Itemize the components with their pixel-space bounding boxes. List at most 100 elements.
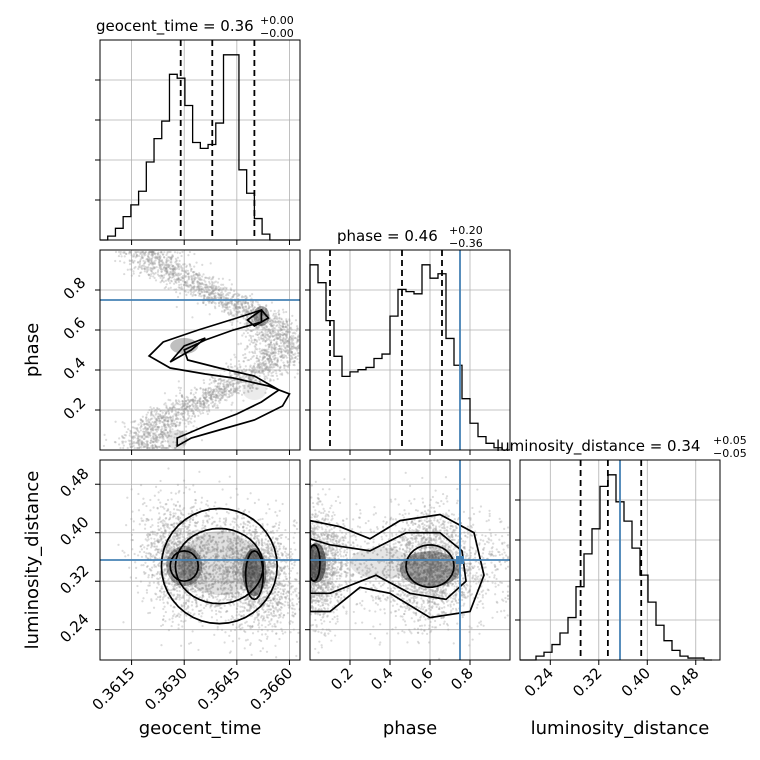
- sample-point: [192, 411, 195, 414]
- sample-point: [255, 339, 258, 342]
- sample-point: [276, 360, 279, 364]
- sample-point: [291, 336, 294, 339]
- sample-point: [203, 404, 206, 407]
- sample-point: [151, 421, 154, 424]
- sample-point: [227, 311, 230, 314]
- sample-point: [284, 325, 287, 328]
- sample-point: [138, 446, 141, 450]
- sample-point: [165, 257, 168, 260]
- sample-point: [200, 439, 204, 442]
- sample-point: [169, 510, 172, 514]
- sample-point: [192, 412, 195, 415]
- sample-point: [250, 309, 253, 312]
- sample-point: [144, 430, 147, 433]
- sample-point: [214, 294, 217, 297]
- sample-point: [147, 432, 150, 435]
- sample-point: [171, 416, 174, 419]
- sample-point: [187, 272, 190, 275]
- sample-point: [184, 281, 187, 284]
- sample-point: [290, 334, 293, 338]
- sample-point: [288, 330, 291, 333]
- sample-point: [208, 390, 211, 394]
- sample-point: [222, 287, 225, 291]
- sample-point: [139, 259, 142, 262]
- sample-point: [132, 254, 136, 257]
- sample-point: [154, 432, 157, 435]
- sample-point: [267, 371, 270, 374]
- sample-point: [162, 276, 166, 279]
- sample-point: [210, 398, 213, 401]
- sample-point: [289, 342, 292, 345]
- sample-point: [253, 371, 256, 374]
- sample-point: [278, 347, 281, 351]
- sample-point: [147, 273, 150, 276]
- sample-point: [242, 399, 245, 402]
- sample-point: [172, 268, 175, 271]
- sample-point: [124, 434, 128, 437]
- sample-point: [274, 312, 278, 315]
- sample-point: [232, 385, 235, 388]
- sample-point: [275, 317, 279, 321]
- sample-point: [166, 407, 169, 411]
- sample-point: [198, 397, 201, 400]
- sample-point: [190, 286, 193, 289]
- sample-point: [235, 305, 238, 308]
- sample-point: [205, 283, 208, 287]
- sample-point: [232, 382, 235, 385]
- sample-point: [231, 623, 235, 626]
- sample-point: [240, 296, 244, 299]
- sample-point: [167, 549, 170, 553]
- sample-point: [250, 318, 254, 321]
- sample-point: [156, 252, 159, 255]
- sample-point: [167, 446, 170, 450]
- sample-point: [140, 254, 144, 257]
- sample-point: [229, 363, 232, 366]
- sample-point: [131, 255, 135, 258]
- sample-point: [159, 428, 162, 431]
- sample-point: [221, 391, 224, 395]
- sample-point: [196, 406, 199, 409]
- sample-point: [204, 396, 207, 399]
- sample-point: [253, 362, 256, 365]
- sample-point: [195, 600, 198, 603]
- sample-point: [267, 353, 271, 356]
- sample-point: [178, 268, 181, 271]
- sample-point: [132, 444, 135, 447]
- sample-point: [272, 351, 276, 354]
- sample-point: [251, 350, 254, 354]
- sample-point: [297, 335, 300, 338]
- sample-point: [313, 338, 315, 340]
- sample-point: [291, 338, 295, 342]
- sample-point: [268, 356, 272, 359]
- sample-point: [287, 337, 290, 340]
- sample-point: [282, 326, 285, 329]
- sample-point: [257, 306, 260, 310]
- sample-point: [222, 295, 225, 298]
- sample-point: [149, 427, 152, 430]
- sample-point: [292, 360, 295, 363]
- sample-point: [178, 424, 181, 427]
- sample-point: [178, 577, 181, 580]
- sample-point: [280, 354, 284, 357]
- sample-point: [281, 356, 284, 360]
- sample-point: [245, 347, 248, 350]
- sample-point: [239, 321, 242, 325]
- sample-point: [199, 404, 202, 407]
- sample-point: [143, 432, 146, 435]
- sample-point: [153, 262, 156, 266]
- sample-point: [245, 375, 248, 378]
- sample-point: [244, 312, 247, 315]
- sample-point: [258, 363, 261, 366]
- sample-point: [129, 429, 132, 432]
- sample-point: [173, 406, 177, 410]
- sample-point: [168, 423, 171, 426]
- sample-point: [235, 310, 238, 314]
- sample-point: [182, 403, 185, 406]
- sample-point: [172, 516, 175, 519]
- sample-point: [262, 337, 265, 340]
- sample-point: [221, 390, 224, 394]
- sample-point: [279, 333, 282, 336]
- sample-point: [204, 393, 207, 397]
- sample-point: [194, 402, 197, 405]
- sample-point: [234, 373, 237, 376]
